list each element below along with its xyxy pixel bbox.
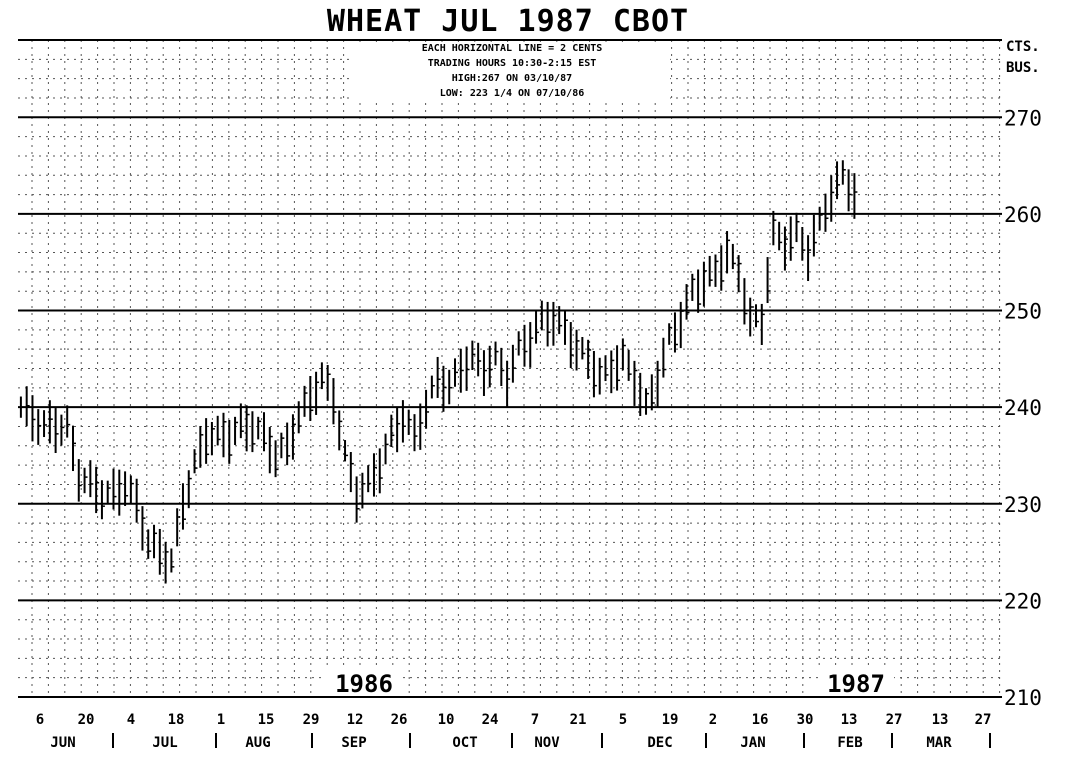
month-label: FEB (837, 735, 862, 751)
x-tick-label: 24 (482, 712, 499, 728)
x-tick-label: 6 (36, 712, 44, 728)
note-trading-hours: TRADING HOURS 10:30-2:15 EST (428, 58, 597, 69)
x-tick-label: 12 (347, 712, 364, 728)
x-tick-label: 10 (438, 712, 455, 728)
x-tick-label: 18 (168, 712, 185, 728)
month-label: MAR (926, 735, 952, 751)
x-tick-label: 13 (932, 712, 949, 728)
x-tick-label: 20 (78, 712, 95, 728)
x-tick-label: 16 (752, 712, 769, 728)
chart-title: WHEAT JUL 1987 CBOT (327, 4, 689, 39)
y-tick-label: 260 (1004, 203, 1042, 227)
y-tick-label: 230 (1004, 493, 1042, 517)
x-tick-label: 21 (570, 712, 587, 728)
y-tick-label: 270 (1004, 106, 1042, 130)
year-1986-backdrop (326, 668, 402, 696)
x-tick-label: 7 (531, 712, 539, 728)
month-label: JUN (50, 735, 75, 751)
x-tick-label: 15 (258, 712, 275, 728)
y-tick-label: 220 (1004, 589, 1042, 613)
x-tick-label: 19 (662, 712, 679, 728)
y-tick-label: 210 (1004, 686, 1042, 710)
x-tick-label: 5 (619, 712, 627, 728)
notes-backdrop (350, 42, 670, 100)
note-high: HIGH:267 ON 03/10/87 (452, 73, 572, 84)
x-tick-label: 29 (303, 712, 320, 728)
chart-header: WHEAT JUL 1987 CBOT EACH HORIZONTAL LINE… (296, 4, 720, 100)
x-tick-label: 27 (886, 712, 903, 728)
x-tick-label: 27 (975, 712, 992, 728)
year-1987-backdrop (818, 668, 894, 696)
y-unit-line-2: BUS. (1006, 60, 1040, 76)
x-tick-label: 26 (391, 712, 408, 728)
y-tick-label: 250 (1004, 300, 1042, 324)
x-tick-label: 30 (797, 712, 814, 728)
year-label-1987: 1987 (827, 670, 885, 698)
y-tick-label: 240 (1004, 396, 1042, 420)
x-tick-label: 2 (709, 712, 717, 728)
price-bars (19, 160, 858, 584)
month-label: SEP (341, 735, 366, 751)
x-axis: 6 20 4 18 1 15 29 12 26 10 24 7 21 5 19 2 16 30 13 27 13 27 JU… (36, 712, 992, 751)
month-label: JUL (152, 735, 177, 751)
note-low: LOW: 223 1/4 ON 07/10/86 (440, 88, 585, 99)
year-labels: 1986 1987 (326, 668, 894, 698)
y-unit-line-1: CTS. (1006, 39, 1040, 55)
x-tick-label: 4 (127, 712, 135, 728)
month-label: OCT (452, 735, 477, 751)
title-backdrop (296, 6, 720, 36)
month-label: JAN (740, 735, 765, 751)
x-tick-label: 1 (217, 712, 225, 728)
month-label: NOV (534, 735, 560, 751)
year-label-1986: 1986 (335, 670, 393, 698)
note-scale: EACH HORIZONTAL LINE = 2 CENTS (422, 43, 603, 54)
x-tick-label: 13 (841, 712, 858, 728)
month-label: AUG (245, 735, 270, 751)
grid (18, 39, 1002, 697)
y-axis: CTS. BUS. 210 220 230 240 250 260 270 (1004, 39, 1042, 710)
month-label: DEC (647, 735, 672, 751)
